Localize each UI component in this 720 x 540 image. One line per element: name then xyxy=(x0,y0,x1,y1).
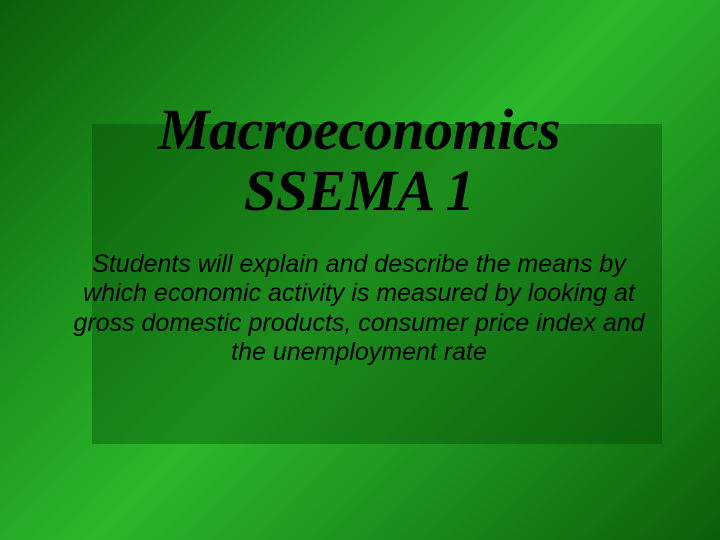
content-area: Macroeconomics SSEMA 1 Students will exp… xyxy=(64,100,654,368)
slide: Macroeconomics SSEMA 1 Students will exp… xyxy=(0,0,720,540)
title-line-2: SSEMA 1 xyxy=(64,161,654,222)
slide-title: Macroeconomics SSEMA 1 xyxy=(64,100,654,222)
title-line-1: Macroeconomics xyxy=(64,100,654,161)
slide-body: Students will explain and describe the m… xyxy=(64,250,654,368)
